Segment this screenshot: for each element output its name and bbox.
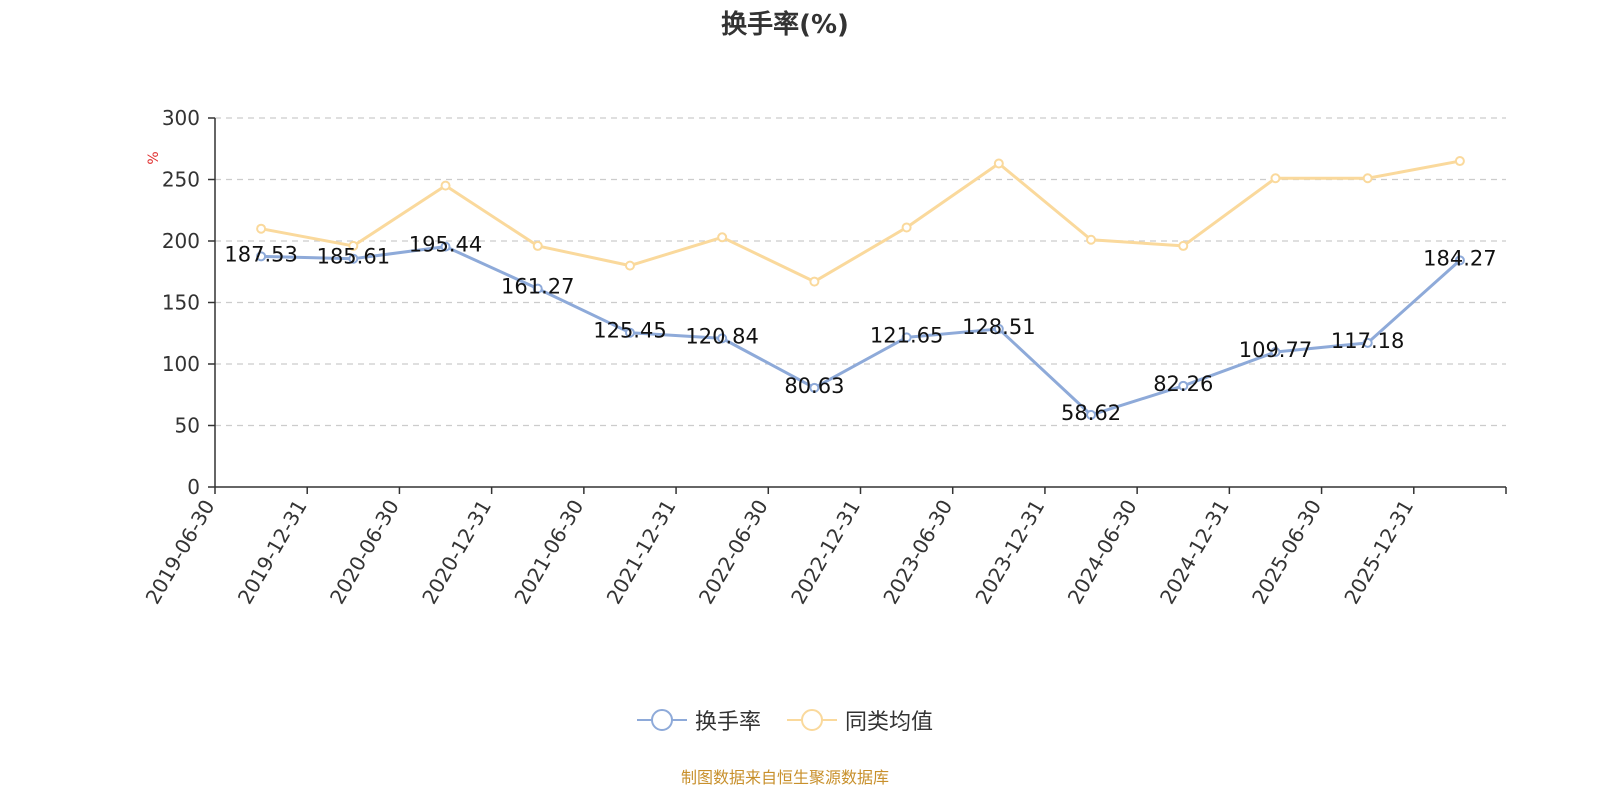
y-tick-label: 100 bbox=[162, 352, 200, 376]
x-tick-label: 2024-12-31 bbox=[1155, 496, 1234, 609]
data-point bbox=[717, 232, 728, 243]
x-tick-label: 2023-12-31 bbox=[970, 496, 1049, 609]
legend-label-peer-average: 同类均值 bbox=[845, 710, 934, 735]
x-tick-label: 2021-12-31 bbox=[602, 496, 681, 609]
data-point bbox=[1454, 255, 1465, 266]
data-point bbox=[993, 158, 1004, 169]
data-point bbox=[717, 333, 728, 344]
x-tick-label: 2019-06-30 bbox=[141, 496, 220, 609]
y-tick-label: 250 bbox=[162, 168, 200, 192]
data-point bbox=[901, 222, 912, 233]
data-point bbox=[1362, 173, 1373, 184]
series-line-0 bbox=[261, 245, 1461, 417]
legend-label-turnover: 换手率 bbox=[694, 710, 761, 735]
x-tick-label: 2025-06-30 bbox=[1247, 496, 1326, 609]
data-label: 109.77 bbox=[1239, 338, 1312, 362]
source-note: 制图数据来自恒生聚源数据库 bbox=[680, 768, 889, 787]
data-point bbox=[256, 251, 267, 262]
data-point bbox=[624, 327, 635, 338]
data-label: 128.51 bbox=[962, 315, 1035, 339]
x-tick-label: 2022-06-30 bbox=[694, 496, 773, 609]
legend-line-circle-icon bbox=[787, 709, 837, 731]
series-line-1 bbox=[260, 159, 1461, 284]
data-label: 184.27 bbox=[1423, 246, 1496, 270]
data-label: 187.53 bbox=[224, 242, 297, 266]
chart-title: 换手率(%) bbox=[721, 10, 849, 40]
data-label: 185.61 bbox=[317, 245, 390, 269]
chart-legend: 换手率 同类均值 bbox=[0, 704, 1570, 736]
y-axis-label: % bbox=[146, 151, 162, 164]
data-label: 80.63 bbox=[784, 374, 844, 398]
data-label: 125.45 bbox=[593, 319, 666, 343]
data-point bbox=[256, 223, 267, 234]
x-tick-label: 2022-12-31 bbox=[786, 496, 865, 609]
data-label: 195.44 bbox=[409, 233, 482, 257]
x-tick-label: 2021-06-30 bbox=[509, 496, 588, 609]
data-point bbox=[440, 241, 451, 252]
y-tick-label: 300 bbox=[162, 106, 200, 130]
data-point bbox=[1270, 346, 1281, 357]
legend-line-circle-icon bbox=[636, 709, 687, 731]
data-point bbox=[1086, 409, 1097, 420]
x-tick-label: 2020-12-31 bbox=[417, 496, 496, 609]
legend-item-peer-average[interactable]: 同类均值 bbox=[787, 704, 933, 736]
data-point bbox=[1362, 337, 1373, 348]
data-point bbox=[624, 260, 635, 271]
data-point bbox=[1454, 156, 1465, 167]
data-point bbox=[809, 276, 820, 287]
x-tick-label: 2020-06-30 bbox=[325, 496, 404, 609]
y-tick-label: 50 bbox=[175, 414, 200, 438]
data-point bbox=[348, 240, 359, 251]
data-label: 58.62 bbox=[1061, 401, 1121, 425]
data-label: 161.27 bbox=[501, 275, 574, 299]
data-point bbox=[1178, 240, 1189, 251]
legend-item-turnover[interactable]: 换手率 bbox=[636, 704, 761, 736]
data-point bbox=[1178, 380, 1189, 391]
data-point bbox=[348, 253, 359, 264]
data-point bbox=[532, 283, 543, 294]
data-point bbox=[901, 332, 912, 343]
data-point bbox=[440, 180, 451, 191]
x-tick-label: 2019-12-31 bbox=[233, 496, 312, 609]
y-tick-label: 200 bbox=[162, 229, 200, 253]
x-tick-label: 2023-06-30 bbox=[878, 496, 957, 609]
y-tick-label: 150 bbox=[162, 291, 200, 315]
data-label: 120.84 bbox=[685, 324, 758, 348]
data-point bbox=[993, 323, 1004, 334]
data-label: 82.26 bbox=[1153, 372, 1213, 396]
x-tick-label: 2025-12-31 bbox=[1339, 496, 1418, 609]
y-tick-label: 0 bbox=[187, 475, 200, 499]
data-point bbox=[532, 240, 543, 251]
data-point bbox=[809, 382, 820, 393]
data-point bbox=[1270, 173, 1281, 184]
data-label: 117.18 bbox=[1331, 329, 1404, 353]
data-label: 121.65 bbox=[870, 323, 943, 347]
x-tick-label: 2024-06-30 bbox=[1063, 496, 1142, 609]
data-point bbox=[1086, 234, 1097, 245]
